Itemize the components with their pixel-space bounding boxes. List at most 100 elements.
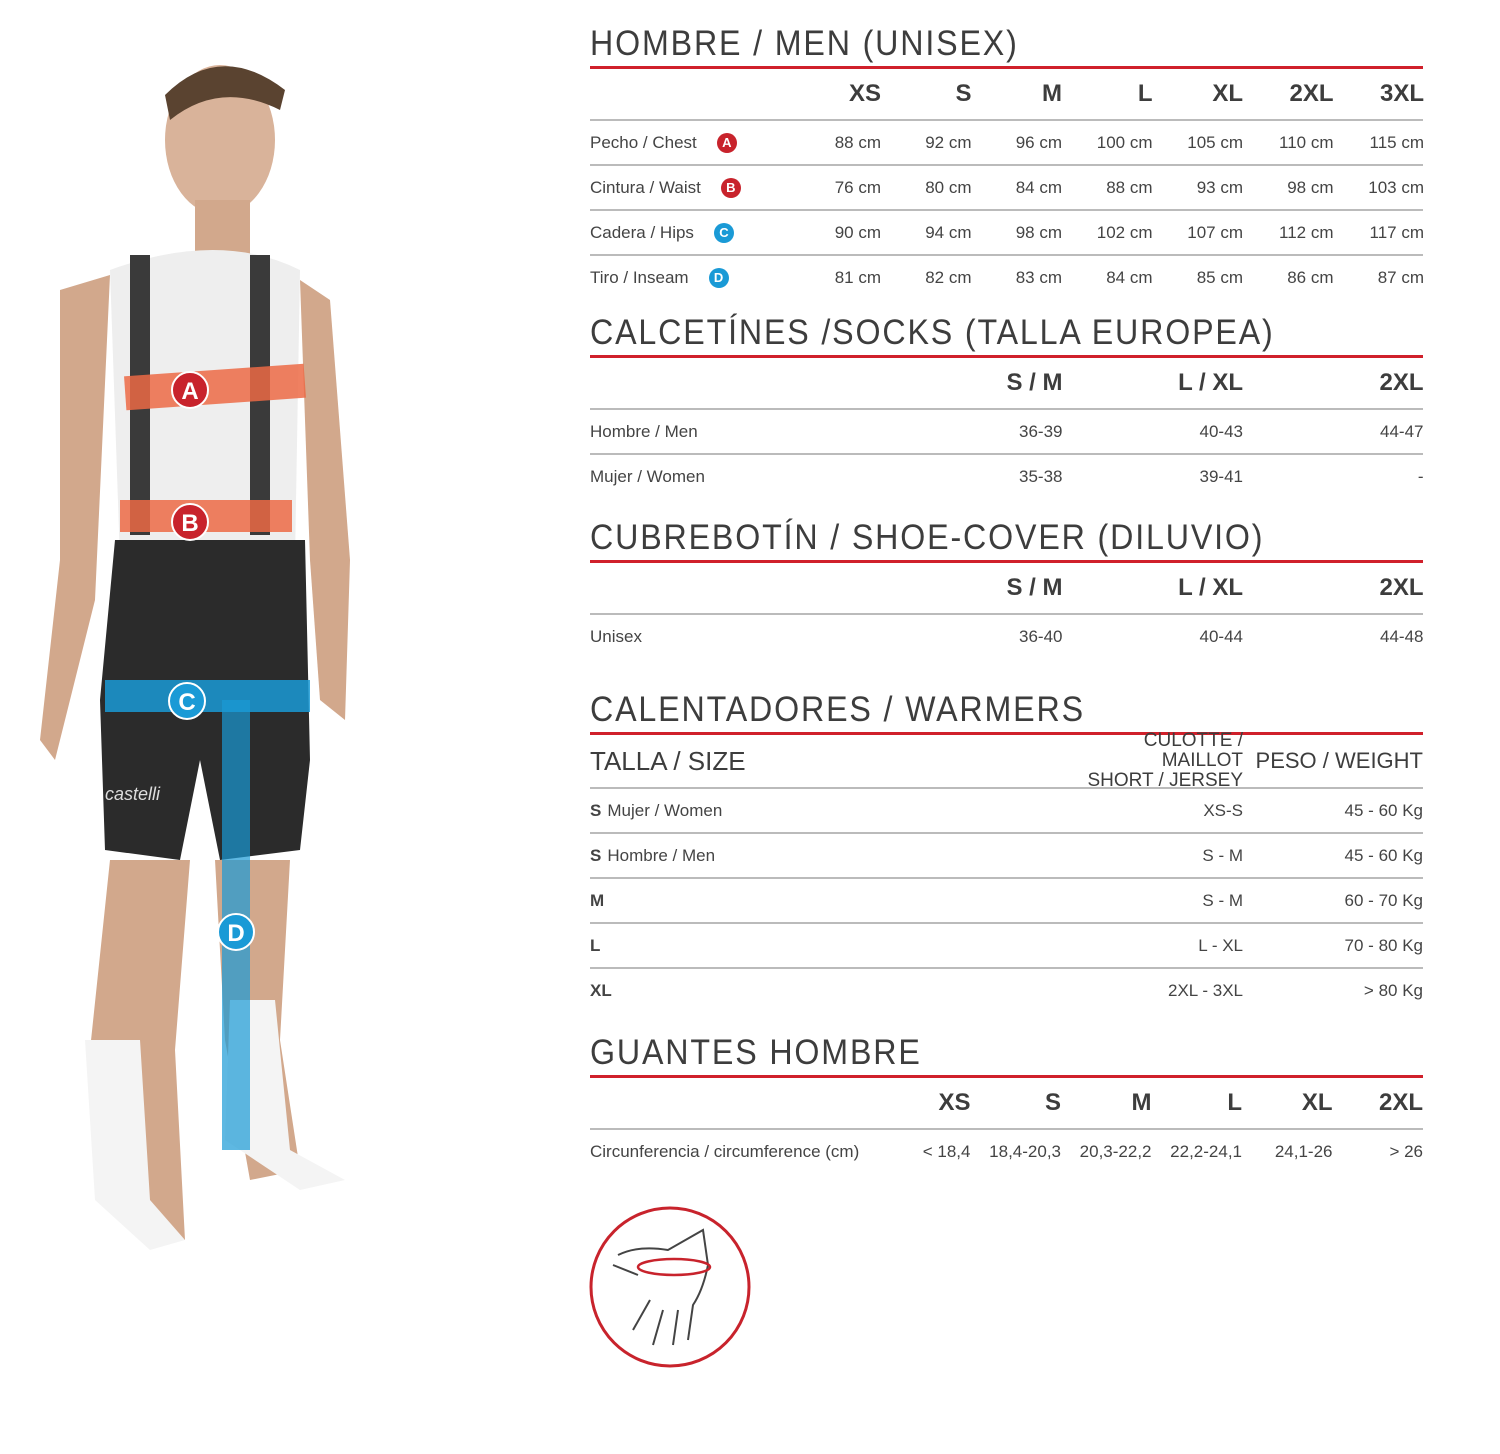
- title-underline: [590, 560, 1423, 563]
- table-row: M S - M 60 - 70 Kg: [590, 879, 1423, 924]
- cell-value: 35-38: [1019, 466, 1063, 486]
- size-header: TALLA / SIZE: [590, 745, 746, 776]
- cell-value: 107 cm: [1187, 222, 1243, 242]
- cell-value: 24,1-26: [1274, 1141, 1333, 1161]
- marker-badge-icon: D: [708, 267, 729, 288]
- cell-value: 96 cm: [1015, 132, 1062, 152]
- size-header: S / M: [1006, 369, 1063, 396]
- row-label-text: Circunferencia / circumference (cm): [590, 1141, 860, 1161]
- size-header: S: [955, 80, 972, 107]
- table-row: Hombre / Men 36-39 40-43 44-47: [590, 410, 1424, 455]
- cell-value: 84 cm: [1015, 177, 1062, 197]
- size-header: L: [1137, 80, 1153, 107]
- cell-value: 70 - 80 Kg: [1344, 935, 1423, 955]
- marker-d-icon: [217, 913, 255, 951]
- cell-value: 80 cm: [925, 177, 972, 197]
- cell-value: S - M: [1202, 845, 1243, 865]
- row-label-text: Hombre / Men: [590, 421, 698, 441]
- size-label: S: [590, 800, 602, 820]
- row-label: S Mujer / Women: [590, 801, 1063, 821]
- warmers-size-table: CALENTADORES / WARMERS TALLA / SIZE CULOTT…: [590, 690, 1423, 1012]
- size-header: S / M: [1006, 574, 1063, 601]
- cell-value: 2XL - 3XL: [1168, 980, 1243, 1000]
- size-header: 2XL: [1378, 1089, 1423, 1116]
- castelli-logo: castelli: [105, 784, 161, 804]
- marker-badge-icon: B: [720, 177, 741, 198]
- row-label-text: Cintura / Waist: [590, 177, 701, 197]
- cell-value: 36-39: [1019, 421, 1063, 441]
- cell-value: > 80 Kg: [1363, 980, 1423, 1000]
- row-label-text: Cadera / Hips: [590, 222, 694, 242]
- marker-b-icon: [171, 503, 209, 541]
- cell-value: 40-44: [1199, 626, 1243, 646]
- marker-c-icon: [168, 682, 206, 720]
- cell-value: 102 cm: [1096, 222, 1153, 242]
- title-underline: [590, 1075, 1423, 1078]
- table-row: Circunferencia / circumference (cm) < 18,…: [590, 1130, 1423, 1173]
- size-header: L / XL: [1178, 369, 1243, 396]
- culotte-header-line1: CULOTTE / MAILLOT: [1143, 730, 1243, 771]
- row-label-text: Mujer / Women: [590, 466, 705, 486]
- row-label-text: Pecho / Chest: [590, 132, 697, 152]
- culotte-header-line2: SHORT / JERSEY: [1087, 770, 1243, 791]
- row-label: Unisex: [590, 627, 882, 647]
- cell-value: 20,3-22,2: [1079, 1141, 1152, 1161]
- cell-value: 103 cm: [1368, 177, 1424, 197]
- section-title: HOMBRE / MEN (UNISEX): [590, 24, 1019, 63]
- marker-a-icon: [171, 371, 209, 409]
- svg-text:D: D: [227, 920, 244, 947]
- shoecover-size-table: CUBREBOTÍN / SHOE-COVER (DILUVIO) S / M L …: [590, 518, 1424, 658]
- size-header: M: [1131, 1089, 1152, 1116]
- cell-value: > 26: [1389, 1141, 1423, 1161]
- row-label-text: Hombre / Men: [607, 845, 716, 865]
- svg-text:A: A: [181, 378, 198, 405]
- cell-value: 110 cm: [1279, 132, 1334, 152]
- section-title: GUANTES HOMBRE: [590, 1033, 922, 1072]
- men-size-table: HOMBRE / MEN (UNISEX) XS S M L XL 2XL 3XL Pecho …: [590, 24, 1425, 299]
- title-underline: [590, 732, 1423, 735]
- cell-value: 76 cm: [834, 177, 881, 197]
- cell-value: 87 cm: [1377, 267, 1424, 287]
- row-label: Cadera / Hips C: [590, 222, 791, 243]
- weight-header: PESO / WEIGHT: [1255, 748, 1423, 773]
- cell-value: 115 cm: [1369, 132, 1425, 152]
- cell-value: S - M: [1202, 890, 1243, 910]
- title-underline: [590, 355, 1423, 358]
- table-row: Mujer / Women 35-38 39-41 -: [590, 455, 1424, 498]
- size-header: XL: [1212, 80, 1243, 107]
- marker-badge-icon: A: [716, 132, 737, 153]
- title-underline: [590, 66, 1423, 69]
- cell-value: XS-S: [1203, 800, 1243, 820]
- cell-value: 81 cm: [834, 267, 881, 287]
- cell-value: 44-48: [1380, 626, 1424, 646]
- cell-value: 93 cm: [1196, 177, 1243, 197]
- size-label: S: [590, 845, 602, 865]
- header-row: S / M L / XL 2XL: [590, 358, 1424, 410]
- header-row: S / M L / XL 2XL: [590, 563, 1424, 615]
- cell-value: 82 cm: [925, 267, 972, 287]
- cell-value: 44-47: [1380, 421, 1424, 441]
- cell-value: 60 - 70 Kg: [1344, 890, 1423, 910]
- cell-value: 45 - 60 Kg: [1344, 800, 1423, 820]
- cell-value: 117 cm: [1369, 222, 1425, 242]
- cell-value: 94 cm: [925, 222, 972, 242]
- table-row: Pecho / Chest A 88 cm 92 cm 96 cm 100 cm 105 c…: [590, 121, 1425, 166]
- cell-value: 98 cm: [1287, 177, 1334, 197]
- hand-circumference-icon: [589, 1206, 751, 1368]
- gloves-size-table: GUANTES HOMBRE XS S M L XL 2XL Circunferencia /…: [590, 1033, 1423, 1173]
- cell-value: 90 cm: [834, 222, 881, 242]
- header-row: XS S M L XL 2XL 3XL: [590, 69, 1424, 121]
- cell-value: 92 cm: [925, 132, 972, 152]
- row-label: Circunferencia / circumference (cm): [590, 1142, 880, 1162]
- cell-value: 18,4-20,3: [989, 1141, 1061, 1161]
- table-row: Cadera / Hips C 90 cm 94 cm 98 cm 102 cm 107 c…: [590, 211, 1425, 256]
- size-header: XS: [848, 80, 881, 107]
- cell-value: 100 cm: [1096, 132, 1153, 152]
- row-label: Hombre / Men: [590, 422, 882, 442]
- cell-value: 83 cm: [1015, 267, 1062, 287]
- table-row: Unisex 36-40 40-44 44-48: [590, 615, 1424, 658]
- size-header: XL: [1301, 1089, 1333, 1116]
- cell-value: < 18,4: [922, 1141, 971, 1161]
- row-label: Pecho / Chest A: [590, 132, 791, 153]
- row-label-text: Unisex: [590, 626, 642, 646]
